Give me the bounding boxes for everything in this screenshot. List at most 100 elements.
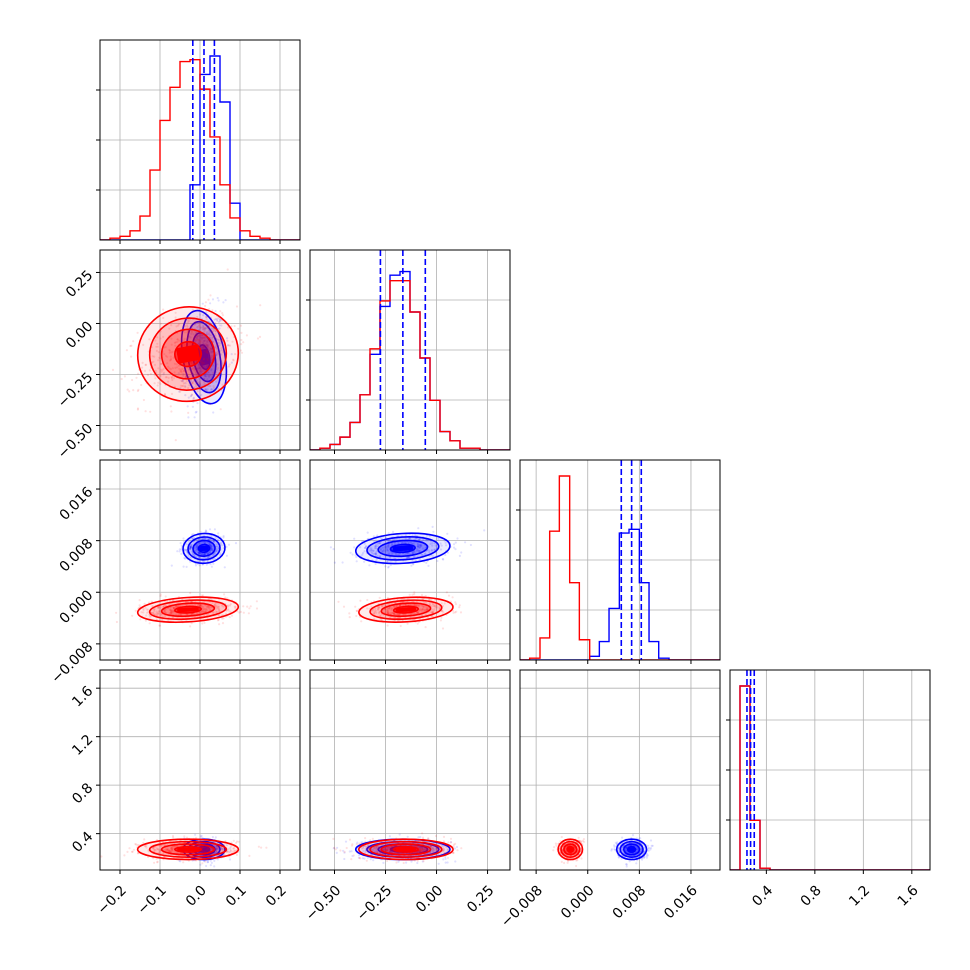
scatter-point	[180, 552, 183, 556]
scatter-point	[248, 607, 251, 610]
scatter-point	[226, 344, 229, 347]
scatter-point	[214, 608, 217, 611]
contour-line	[380, 602, 432, 618]
scatter-point	[160, 615, 163, 618]
scatter-point	[420, 544, 423, 547]
scatter-point	[189, 625, 192, 628]
scatter-point	[454, 603, 458, 606]
scatter-point	[202, 609, 205, 613]
scatter-point	[196, 543, 200, 546]
scatter-point	[395, 861, 398, 864]
scatter-point	[229, 845, 232, 848]
scatter-point	[215, 344, 218, 347]
scatter-point	[205, 848, 208, 851]
scatter-point	[399, 604, 403, 607]
scatter-point	[156, 336, 159, 339]
scatter-point	[200, 611, 203, 614]
scatter-point	[390, 542, 393, 545]
scatter-point	[182, 370, 185, 373]
scatter-point	[402, 613, 405, 616]
scatter-point	[199, 835, 203, 838]
scatter-point	[197, 338, 200, 341]
scatter-point	[198, 365, 201, 368]
scatter-point	[197, 363, 200, 366]
scatter-point	[220, 338, 223, 341]
scatter-point	[427, 606, 430, 609]
scatter-point	[373, 610, 376, 613]
scatter-point	[417, 546, 421, 549]
scatter-point	[148, 369, 151, 372]
scatter-point	[210, 369, 213, 372]
scatter-point	[211, 331, 214, 334]
scatter-point	[191, 382, 194, 385]
scatter-point	[166, 355, 169, 358]
scatter-point	[171, 848, 174, 851]
scatter-point	[424, 612, 428, 616]
scatter-point	[373, 850, 376, 853]
scatter-point	[390, 612, 393, 615]
scatter-point	[425, 849, 428, 852]
scatter-point	[213, 865, 216, 868]
scatter-point	[145, 608, 148, 611]
scatter-point	[389, 848, 392, 851]
scatter-point	[164, 604, 167, 607]
scatter-point	[178, 339, 181, 342]
scatter-point	[182, 565, 185, 568]
scatter-point	[189, 545, 192, 549]
scatter-point	[374, 545, 378, 548]
scatter-point	[431, 847, 434, 850]
scatter-point	[432, 604, 435, 608]
scatter-point	[388, 607, 391, 610]
scatter-point	[160, 368, 163, 371]
scatter-point	[202, 611, 205, 614]
scatter-point	[235, 305, 239, 308]
scatter-point	[169, 842, 172, 846]
scatter-point	[217, 608, 221, 612]
scatter-point	[436, 559, 439, 563]
scatter-point	[188, 548, 191, 551]
scatter-point	[210, 861, 213, 865]
scatter-panel-2-1	[309, 459, 511, 664]
scatter-point	[421, 846, 424, 850]
scatter-point	[421, 848, 425, 851]
scatter-point	[389, 564, 392, 567]
scatter-point	[203, 339, 206, 343]
scatter-point	[158, 610, 161, 613]
scatter-point	[202, 326, 205, 329]
scatter-point	[177, 372, 180, 375]
scatter-point	[411, 603, 414, 607]
scatter-point	[390, 847, 393, 850]
scatter-point	[402, 861, 405, 865]
scatter-point	[417, 836, 420, 839]
scatter-point	[174, 605, 177, 609]
scatter-point	[211, 298, 215, 301]
scatter-point	[408, 603, 411, 606]
scatter-point	[152, 846, 155, 850]
scatter-point	[163, 392, 167, 396]
scatter-point	[203, 330, 206, 333]
scatter-point	[417, 538, 420, 541]
scatter-point	[245, 334, 248, 337]
scatter-point	[184, 382, 187, 385]
scatter-point	[434, 606, 437, 609]
scatter-point	[444, 857, 447, 860]
scatter-point	[222, 301, 225, 304]
scatter-point	[217, 366, 220, 370]
scatter-point	[413, 851, 416, 855]
scatter-point	[178, 550, 181, 553]
scatter-point	[172, 606, 175, 610]
scatter-point	[390, 848, 393, 851]
scatter-point	[431, 848, 435, 851]
scatter-point	[382, 848, 385, 851]
scatter-point	[452, 611, 455, 614]
scatter-point	[433, 608, 436, 611]
scatter-point	[189, 395, 192, 398]
scatter-point	[392, 612, 395, 615]
scatter-point	[217, 320, 220, 324]
scatter-point	[435, 850, 438, 853]
scatter-point	[219, 610, 222, 613]
scatter-point	[366, 531, 369, 534]
scatter-point	[373, 545, 377, 548]
scatter-point	[378, 849, 381, 852]
scatter-point	[205, 351, 208, 354]
